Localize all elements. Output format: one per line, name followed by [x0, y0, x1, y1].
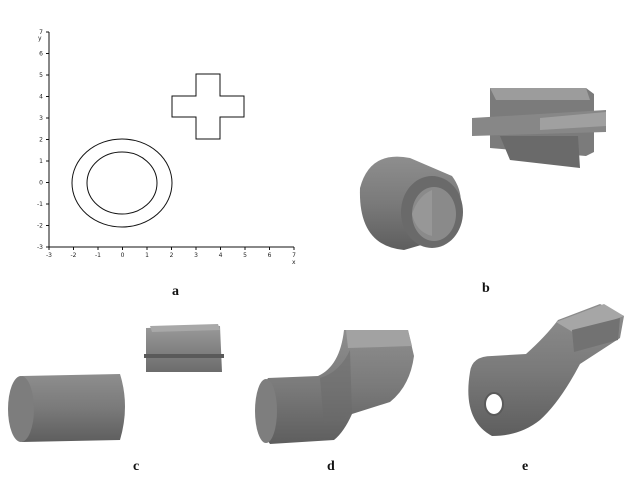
y-tick-label: 1	[39, 158, 43, 165]
x-tick-label: 4	[219, 252, 223, 259]
y-tick-label: 6	[39, 51, 43, 58]
inner-circle	[86, 151, 158, 215]
panel-label-b: b	[482, 281, 490, 296]
panel-label-c: c	[133, 459, 139, 474]
y-tick-label: -1	[37, 201, 43, 208]
y-tick-label: 4	[39, 94, 43, 101]
y-tick-label: 2	[39, 137, 43, 144]
block-solid	[144, 324, 224, 372]
panel-d-solid	[255, 330, 414, 444]
x-tick-label: 6	[268, 252, 272, 259]
x-tick-label: 3	[194, 252, 198, 259]
outer-circle	[71, 138, 173, 228]
y-tick-label: -3	[37, 244, 43, 251]
y-tick-label: -2	[37, 223, 43, 230]
x-tick-label: -2	[71, 252, 77, 259]
cross-block-solid	[472, 88, 606, 168]
x-tick-label: -1	[95, 252, 101, 259]
x-tick-labels: -3 -2 -1 0 1 2 3 4 5 6 7	[46, 247, 296, 259]
y-tick-labels: 7 6 5 4 3 2 1 0 -1 -2 -3	[37, 29, 49, 251]
tube-solid	[359, 156, 463, 250]
x-tick-label: 5	[243, 252, 247, 259]
panel-label-a: a	[172, 284, 179, 299]
panel-b-solids	[359, 88, 606, 250]
y-tick-label: 0	[39, 180, 43, 187]
y-tick-label: 7	[39, 29, 43, 36]
panel-c-solids	[8, 324, 224, 442]
x-tick-label: 0	[121, 252, 125, 259]
y-tick-label: 5	[39, 72, 43, 79]
panel-label-d: d	[327, 459, 335, 474]
panel-a-plot: y x 7 6 5 4 3 2 1 0 -1 -2 -3 -3 -2 -1 0 1 2 3 4 5 6 7	[37, 29, 296, 266]
cylinder-solid	[8, 374, 125, 442]
x-tick-label: 7	[292, 252, 296, 259]
x-axis-name: x	[292, 259, 296, 266]
panel-e-solid	[468, 304, 624, 436]
y-tick-label: 3	[39, 115, 43, 122]
x-tick-label: 2	[170, 252, 174, 259]
x-tick-label: 1	[145, 252, 149, 259]
panel-label-e: e	[522, 459, 528, 474]
y-axis-name: y	[38, 35, 42, 42]
x-tick-label: -3	[46, 252, 52, 259]
cross-profile	[171, 73, 245, 140]
